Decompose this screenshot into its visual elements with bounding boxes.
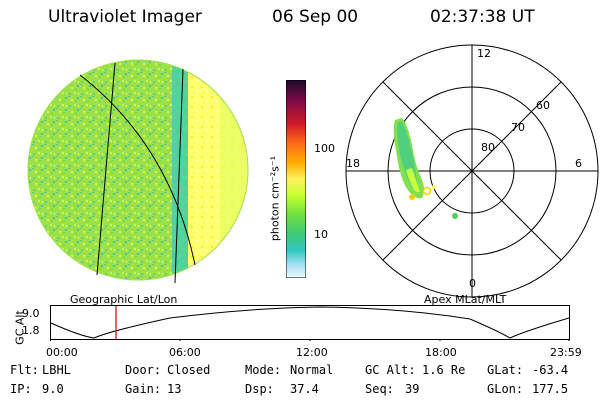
info-mode-label: Mode: [245, 363, 282, 377]
time-tick-1200: 12:00 [296, 346, 328, 359]
time-tick-0000: 00:00 [46, 346, 78, 359]
colorbar [286, 80, 306, 278]
instrument-title: Ultraviolet Imager [48, 7, 202, 27]
info-gain-label: Gain: [125, 382, 162, 396]
info-dsp-value: 37.4 [290, 382, 319, 396]
colorbar-tick-100: 100 [314, 142, 335, 155]
info-gcalt-value: 1.6 Re [422, 363, 466, 377]
time-label: 02:37:38 UT [430, 7, 535, 27]
mlt-label-12: 12 [477, 47, 491, 60]
lat-label-60: 60 [536, 99, 550, 112]
info-glon-label: GLon: [487, 382, 524, 396]
info-seq-label: Seq: [365, 382, 394, 396]
info-glat-label: GLat: [487, 363, 524, 377]
altitude-line [50, 306, 570, 339]
date-label: 06 Sep 00 [272, 7, 359, 27]
info-ip-label: IP: [10, 382, 32, 396]
mlt-label-0: 0 [469, 277, 476, 290]
apex-panel-label: Apex MLat/MLT [424, 293, 507, 306]
altitude-tick-1-8: 1.8 [22, 324, 40, 337]
info-door-value: Closed [167, 363, 211, 377]
altitude-tick-9: 9.0 [22, 307, 40, 320]
colorbar-tick-10: 10 [314, 228, 328, 241]
lat-label-80: 80 [481, 141, 495, 154]
geographic-panel-label: Geographic Lat/Lon [70, 293, 178, 306]
info-mode-value: Normal [290, 363, 334, 377]
info-dsp-label: Dsp: [245, 382, 274, 396]
geographic-image [27, 59, 249, 284]
info-filter-label: Flt: [10, 363, 39, 377]
info-gcalt-label: GC Alt: [365, 363, 416, 377]
colorbar-unit-label: photon cm⁻²s⁻¹ [268, 155, 282, 242]
info-door-label: Door: [125, 363, 162, 377]
lat-label-70: 70 [511, 121, 525, 134]
time-tick-2359: 23:59 [550, 346, 582, 359]
time-tick-1800: 18:00 [425, 346, 457, 359]
info-gain-value: 13 [167, 382, 182, 396]
mlt-label-6: 6 [575, 157, 582, 170]
info-glat-value: -63.4 [532, 363, 569, 377]
polar-plot [345, 44, 599, 298]
info-ip-value: 9.0 [42, 382, 64, 396]
info-filter-value: LBHL [42, 363, 71, 377]
info-seq-value: 39 [405, 382, 420, 396]
altitude-plot [50, 305, 570, 341]
mlt-label-18: 18 [346, 157, 360, 170]
info-glon-value: 177.5 [532, 382, 569, 396]
time-tick-0600: 06:00 [169, 346, 201, 359]
